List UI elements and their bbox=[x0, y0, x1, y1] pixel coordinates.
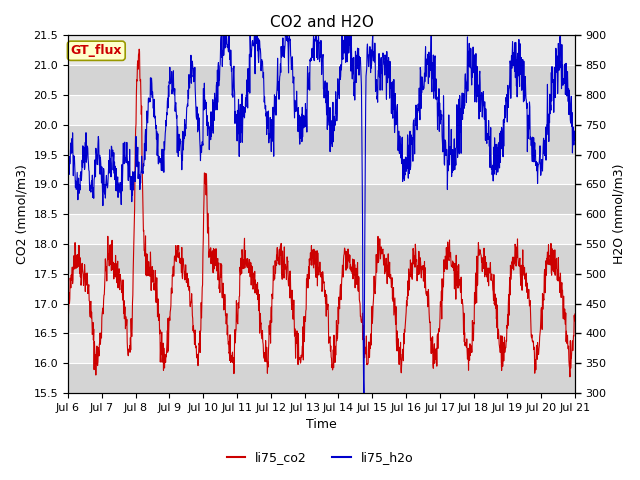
Bar bbox=[68, 95, 575, 125]
Title: CO2 and H2O: CO2 and H2O bbox=[269, 15, 373, 30]
Bar bbox=[68, 274, 575, 304]
Bar bbox=[68, 334, 575, 363]
Y-axis label: H2O (mmol/m3): H2O (mmol/m3) bbox=[612, 164, 625, 264]
Bar bbox=[68, 363, 575, 393]
Bar bbox=[68, 125, 575, 155]
X-axis label: Time: Time bbox=[306, 419, 337, 432]
Bar bbox=[68, 184, 575, 214]
Bar bbox=[68, 304, 575, 334]
Bar bbox=[68, 214, 575, 244]
Bar bbox=[68, 244, 575, 274]
Bar bbox=[68, 36, 575, 65]
Y-axis label: CO2 (mmol/m3): CO2 (mmol/m3) bbox=[15, 164, 28, 264]
Bar bbox=[68, 155, 575, 184]
Legend: li75_co2, li75_h2o: li75_co2, li75_h2o bbox=[221, 446, 419, 469]
Text: GT_flux: GT_flux bbox=[70, 44, 122, 57]
Bar bbox=[68, 65, 575, 95]
